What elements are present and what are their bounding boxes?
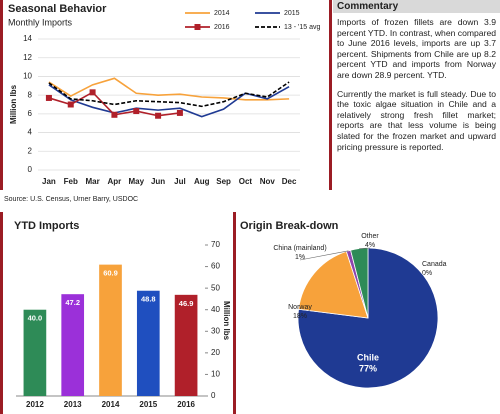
y-tick-label: 10 xyxy=(211,370,220,379)
leader-line xyxy=(359,247,371,249)
y-tick-label: 4 xyxy=(28,128,33,137)
bar xyxy=(174,294,198,396)
slice-label: Chile xyxy=(357,352,379,362)
x-tick-label: Dec xyxy=(282,177,297,186)
slice-label: Canada xyxy=(422,261,447,268)
x-tick-label: 2012 xyxy=(26,400,44,409)
point-marker xyxy=(89,89,96,96)
y-tick-label: 50 xyxy=(211,283,220,292)
y-tick-label: 40 xyxy=(211,305,220,314)
slice-value-label: 0% xyxy=(422,270,432,277)
slice-value-label: 18% xyxy=(293,313,307,320)
y-tick-label: 70 xyxy=(211,240,220,249)
value-label: 48.8 xyxy=(141,295,156,304)
slice-value-label: 4% xyxy=(365,242,375,249)
point-marker xyxy=(133,108,140,115)
x-tick-label: Jan xyxy=(42,177,56,186)
y-tick-label: 0 xyxy=(28,165,33,174)
commentary-text: Imports of frozen fillets are down 3.9 p… xyxy=(337,17,496,80)
value-label: 60.9 xyxy=(103,269,118,278)
panel-border xyxy=(329,0,332,190)
chart-title: YTD Imports xyxy=(14,220,79,232)
panel-border xyxy=(0,0,3,190)
bar xyxy=(23,309,47,396)
point-marker xyxy=(111,111,118,118)
x-tick-label: Feb xyxy=(64,177,78,186)
panel-border xyxy=(0,212,3,414)
x-tick-label: 2016 xyxy=(177,400,195,409)
slice-label: Norway xyxy=(288,304,312,311)
x-tick-label: Mar xyxy=(85,177,99,186)
chart-subtitle: Monthly Imports xyxy=(8,17,73,27)
legend-swatch xyxy=(194,24,201,30)
y-tick-label: 10 xyxy=(23,72,32,81)
slice-value-label: 1% xyxy=(295,254,305,261)
chart-title: Seasonal Behavior xyxy=(8,3,107,15)
y-tick-label: 60 xyxy=(211,262,220,271)
y-axis-label: Million lbs xyxy=(222,301,231,341)
y-tick-label: 6 xyxy=(28,109,33,118)
legend-label: 2015 xyxy=(284,10,300,17)
x-tick-label: 2014 xyxy=(102,400,120,409)
series-line xyxy=(48,84,290,118)
series-line xyxy=(48,77,290,101)
slice-label: China (mainland) xyxy=(273,245,326,252)
y-axis-label: Million lbs xyxy=(9,84,18,124)
value-label: 46.9 xyxy=(179,299,194,308)
commentary-text: Currently the market is full steady. Due… xyxy=(337,88,496,152)
point-marker xyxy=(67,101,74,108)
y-tick-label: 8 xyxy=(28,90,33,99)
y-tick-label: 30 xyxy=(211,326,220,335)
slice-value-label: 77% xyxy=(359,363,377,373)
bar xyxy=(136,290,160,396)
y-tick-label: 2 xyxy=(28,146,33,155)
value-label: 47.2 xyxy=(65,298,80,307)
y-tick-label: 0 xyxy=(211,391,216,400)
x-tick-label: 2015 xyxy=(139,400,157,409)
point-marker xyxy=(176,109,183,116)
y-tick-label: 14 xyxy=(23,34,32,43)
series-line xyxy=(48,81,290,108)
source: Source: U.S. Census, Urner Barry, USDOC xyxy=(4,196,138,203)
bar xyxy=(99,264,122,396)
x-tick-label: Apr xyxy=(108,177,122,186)
x-tick-label: Nov xyxy=(260,177,276,186)
x-tick-label: May xyxy=(128,177,144,186)
legend-label: 2014 xyxy=(214,10,230,17)
y-tick-label: 20 xyxy=(211,348,220,357)
slice-label: Other xyxy=(361,233,379,240)
y-tick-label: 12 xyxy=(23,53,32,62)
commentary: Commentary Imports of frozen fillets are… xyxy=(333,0,500,190)
chart-title: Origin Break-down xyxy=(240,220,339,232)
point-marker xyxy=(155,112,162,119)
bar xyxy=(61,294,85,396)
leader-line xyxy=(299,250,349,261)
legend-label: 13 - '15 avg xyxy=(284,24,320,31)
x-tick-label: 2013 xyxy=(64,400,82,409)
x-tick-label: Oct xyxy=(239,177,253,186)
value-label: 40.0 xyxy=(28,314,43,323)
panel-border xyxy=(233,212,236,414)
pie-slice xyxy=(298,250,369,319)
legend-label: 2016 xyxy=(214,24,230,31)
x-tick-label: Aug xyxy=(194,177,210,186)
x-tick-label: Jun xyxy=(151,177,165,186)
commentary-title: Commentary xyxy=(333,0,500,13)
point-marker xyxy=(45,94,52,101)
x-tick-label: Jul xyxy=(174,177,186,186)
x-tick-label: Sep xyxy=(216,177,231,186)
